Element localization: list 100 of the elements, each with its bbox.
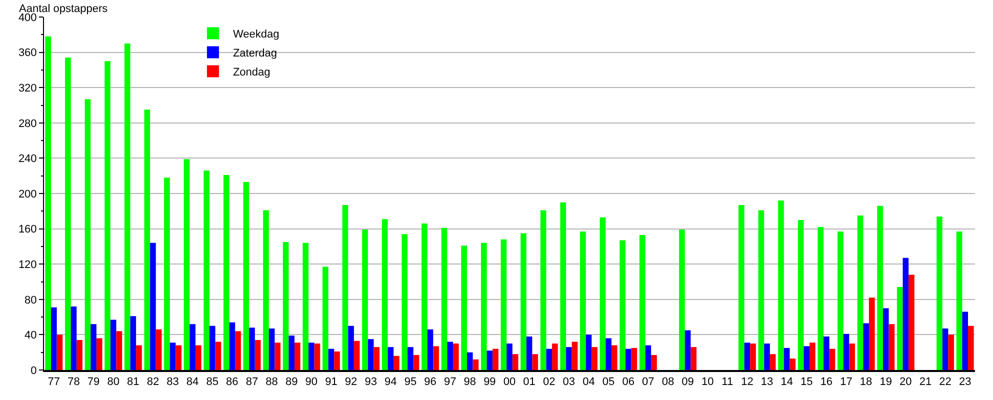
bar — [738, 204, 744, 370]
bar — [362, 230, 368, 370]
x-tick-label: 89 — [285, 376, 298, 388]
bar — [190, 324, 196, 370]
bar — [520, 233, 526, 370]
bar — [65, 58, 71, 370]
bar — [540, 210, 546, 370]
x-tick-label: 04 — [582, 376, 595, 388]
bar — [902, 258, 909, 370]
x-tick-label: 14 — [780, 376, 793, 388]
x-tick-label: 18 — [860, 376, 872, 388]
x-tick-label: 19 — [880, 376, 892, 388]
bar — [334, 351, 340, 370]
x-tick-label: 92 — [344, 376, 358, 388]
y-tick-label: 0 — [30, 364, 37, 377]
bar — [690, 347, 696, 370]
bar — [566, 347, 572, 370]
bar — [130, 316, 136, 370]
bar — [631, 348, 638, 370]
bar — [45, 36, 51, 370]
bar — [124, 43, 130, 370]
bar — [962, 312, 968, 370]
bar — [744, 342, 750, 370]
bar — [235, 331, 241, 370]
y-tick-label: 120 — [18, 258, 37, 271]
bar — [348, 326, 354, 370]
x-tick-label: 21 — [919, 376, 932, 388]
bar — [461, 246, 467, 370]
x-tick-label: 16 — [820, 376, 833, 388]
bar — [433, 346, 439, 370]
bar — [790, 358, 796, 370]
bar — [492, 348, 498, 370]
x-tick-label: 11 — [722, 376, 734, 388]
bar — [164, 178, 170, 370]
bar — [176, 345, 182, 370]
bar — [942, 328, 948, 370]
bar — [110, 320, 116, 370]
bar — [90, 324, 96, 370]
bar — [888, 324, 895, 370]
bar — [204, 170, 210, 370]
bar — [56, 334, 63, 370]
bar — [328, 348, 334, 370]
bar — [526, 336, 532, 370]
bar — [282, 242, 289, 370]
bar — [592, 347, 598, 370]
bar — [466, 352, 473, 370]
x-tick-label: 91 — [325, 376, 338, 388]
bar — [956, 231, 962, 370]
bar — [368, 339, 374, 370]
bar — [314, 344, 320, 370]
bar — [150, 242, 156, 370]
legend-label: Weekdag — [232, 28, 280, 41]
bar — [882, 308, 889, 370]
bar — [447, 342, 453, 370]
bar — [600, 217, 606, 370]
bar — [896, 287, 903, 370]
x-tick-label: 22 — [939, 376, 952, 388]
bar — [136, 345, 142, 370]
bar — [625, 348, 632, 370]
bar — [968, 326, 974, 370]
bar — [422, 224, 428, 370]
bar — [500, 239, 507, 370]
bar — [868, 298, 875, 370]
x-tick-label: 78 — [68, 376, 80, 388]
bar — [908, 274, 914, 370]
x-tick-label: 83 — [166, 376, 179, 388]
bar — [948, 334, 954, 370]
x-tick-label: 77 — [48, 376, 60, 388]
bar — [268, 328, 275, 370]
bar — [243, 182, 250, 370]
bar — [184, 159, 190, 370]
bar — [302, 242, 309, 370]
bar — [254, 340, 261, 370]
bar — [506, 344, 512, 370]
bar — [472, 359, 479, 370]
y-tick-label: 400 — [18, 12, 37, 24]
bar — [764, 344, 770, 370]
y-tick-label: 200 — [18, 188, 37, 200]
x-tick-label: 10 — [701, 376, 714, 388]
bar — [322, 266, 328, 370]
bar — [824, 336, 830, 370]
y-tick-label: 280 — [18, 118, 37, 130]
x-tick-label: 94 — [384, 376, 397, 388]
bar — [770, 354, 776, 370]
bar — [104, 61, 110, 370]
bar — [810, 342, 816, 370]
bar — [572, 342, 578, 370]
x-tick-label: 00 — [503, 376, 516, 388]
bar — [288, 336, 295, 370]
bar — [611, 345, 618, 370]
bar — [408, 347, 414, 370]
x-tick-label: 87 — [246, 376, 258, 388]
bar — [70, 306, 77, 370]
bar — [263, 210, 269, 370]
x-tick-label: 95 — [404, 376, 417, 388]
x-tick-label: 80 — [107, 376, 120, 388]
x-tick-label: 88 — [266, 376, 278, 388]
bar — [402, 234, 408, 370]
bar — [413, 355, 420, 370]
bar — [580, 231, 586, 370]
